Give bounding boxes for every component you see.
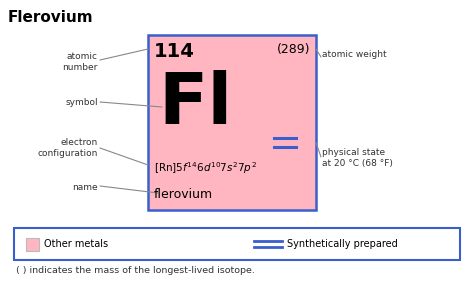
- Text: name: name: [73, 183, 98, 192]
- Text: flerovium: flerovium: [154, 188, 213, 201]
- Text: (289): (289): [276, 43, 310, 56]
- Text: Synthetically prepared: Synthetically prepared: [287, 239, 398, 249]
- Bar: [148, 35, 316, 210]
- Text: symbol: symbol: [65, 98, 98, 107]
- Text: ( ) indicates the mass of the longest-lived isotope.: ( ) indicates the mass of the longest-li…: [16, 266, 255, 275]
- Text: Flerovium: Flerovium: [8, 10, 94, 25]
- Text: 114: 114: [154, 42, 195, 61]
- Text: $[\mathrm{Rn}]5f^{14}6d^{10}7s^{2}7p^{2}$: $[\mathrm{Rn}]5f^{14}6d^{10}7s^{2}7p^{2}…: [154, 160, 257, 176]
- Text: atomic
number: atomic number: [63, 52, 98, 72]
- Text: Fl: Fl: [158, 70, 232, 139]
- Text: physical state
at 20 °C (68 °F): physical state at 20 °C (68 °F): [322, 148, 393, 168]
- Text: Other metals: Other metals: [44, 239, 108, 249]
- Bar: [26, 237, 39, 251]
- Text: electron
configuration: electron configuration: [37, 138, 98, 158]
- Bar: [14, 228, 460, 260]
- Text: atomic weight: atomic weight: [322, 50, 387, 59]
